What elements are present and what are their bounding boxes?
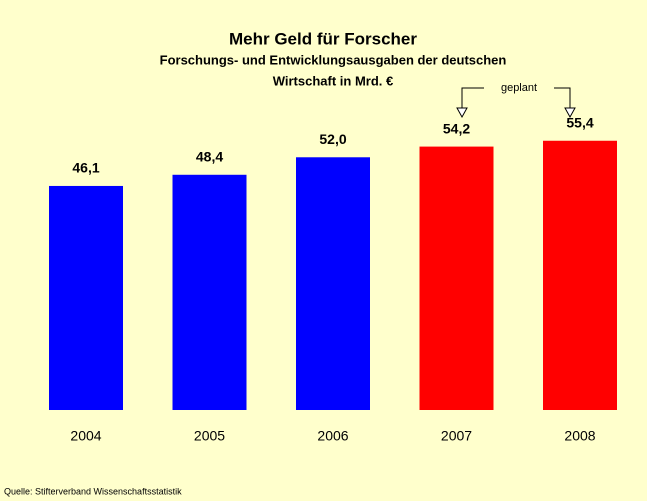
chart-subtitle: Wirtschaft in Mrd. € (273, 73, 394, 88)
annotation: geplant (501, 82, 537, 94)
x-tick-label: 2006 (317, 428, 348, 444)
x-tick-label: 2008 (564, 428, 595, 444)
bar (49, 185, 123, 410)
bar (419, 146, 494, 410)
annotation-bracket (461, 87, 571, 112)
x-tick-label: 2004 (70, 428, 101, 444)
bar (543, 140, 617, 411)
value-label: 55,4 (566, 114, 593, 130)
value-label: 54,2 (443, 120, 470, 136)
chart-subtitle: Forschungs- und Entwicklungsausgaben der… (160, 52, 507, 67)
x-tick-label: 2005 (194, 428, 225, 444)
x-tick-label: 2007 (441, 428, 472, 444)
value-label: 48,4 (196, 148, 223, 164)
source-note: Quelle: Stifterverband Wissenschaftsstat… (4, 486, 182, 496)
value-label: 52,0 (319, 131, 346, 147)
annotation-arrows (456, 107, 576, 119)
bar (296, 157, 370, 410)
value-label: 46,1 (72, 160, 99, 176)
bar (172, 174, 247, 410)
chart-title: Mehr Geld für Forscher (229, 29, 417, 48)
